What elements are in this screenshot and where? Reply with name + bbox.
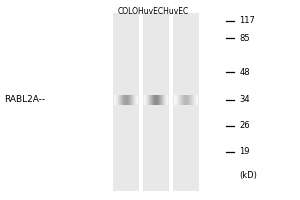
Bar [136,95,137,105]
Bar [183,95,184,105]
Bar [126,95,127,105]
Bar [194,95,195,105]
Bar [156,95,157,105]
Bar [175,95,176,105]
Bar [189,95,190,105]
Bar [177,95,178,105]
Bar [158,95,159,105]
Bar [120,95,121,105]
Bar [146,95,147,105]
Bar [195,95,196,105]
Bar [186,95,187,105]
Bar [137,95,138,105]
Bar [159,95,160,105]
Bar [160,95,161,105]
Bar [129,95,130,105]
Bar [154,95,155,105]
Bar [192,95,193,105]
Bar [152,95,153,105]
Bar [166,95,167,105]
Text: 34: 34 [240,95,250,104]
Bar [122,95,123,105]
Bar [123,95,124,105]
Bar [180,95,181,105]
Bar [131,95,132,105]
Text: 19: 19 [240,147,250,156]
Bar [184,95,185,105]
Bar [147,95,148,105]
Bar [196,95,197,105]
Bar [174,95,175,105]
Bar [115,95,116,105]
Bar [191,95,192,105]
Bar [182,95,183,105]
Bar [162,95,163,105]
Bar [153,95,154,105]
Text: 117: 117 [240,16,256,25]
Bar [114,95,115,105]
Bar [161,95,162,105]
Bar [144,95,145,105]
Bar [128,95,129,105]
Bar [167,95,168,105]
Bar [185,95,186,105]
Bar [148,95,149,105]
Bar [151,95,152,105]
Bar [113,13,139,191]
Bar [145,95,146,105]
Text: COLOHuvECHuvEC: COLOHuvECHuvEC [117,7,189,16]
Text: 48: 48 [240,68,250,77]
Bar [116,95,117,105]
Text: 26: 26 [240,121,250,130]
Bar [143,13,169,191]
Bar [163,95,164,105]
Bar [173,13,199,191]
Bar [176,95,177,105]
Bar [164,95,165,105]
Bar [157,95,158,105]
Bar [124,95,125,105]
Bar [118,95,119,105]
Bar [187,95,188,105]
Bar [181,95,182,105]
Bar [150,95,151,105]
Bar [130,95,131,105]
Bar [125,95,126,105]
Bar [135,95,136,105]
Bar [160,95,161,105]
Text: (kD): (kD) [240,171,257,180]
Bar [179,95,180,105]
Bar [134,95,135,105]
Bar [190,95,191,105]
Bar [132,95,133,105]
Bar [155,95,156,105]
Text: 85: 85 [240,34,250,43]
Bar [117,95,118,105]
Bar [165,95,166,105]
Bar [127,95,128,105]
Bar [188,95,189,105]
Bar [193,95,194,105]
Bar [133,95,134,105]
Bar [178,95,179,105]
Bar [196,95,197,105]
Text: RABL2A--: RABL2A-- [4,95,45,104]
Bar [121,95,122,105]
Bar [197,95,198,105]
Bar [119,95,120,105]
Bar [154,95,155,105]
Bar [149,95,150,105]
